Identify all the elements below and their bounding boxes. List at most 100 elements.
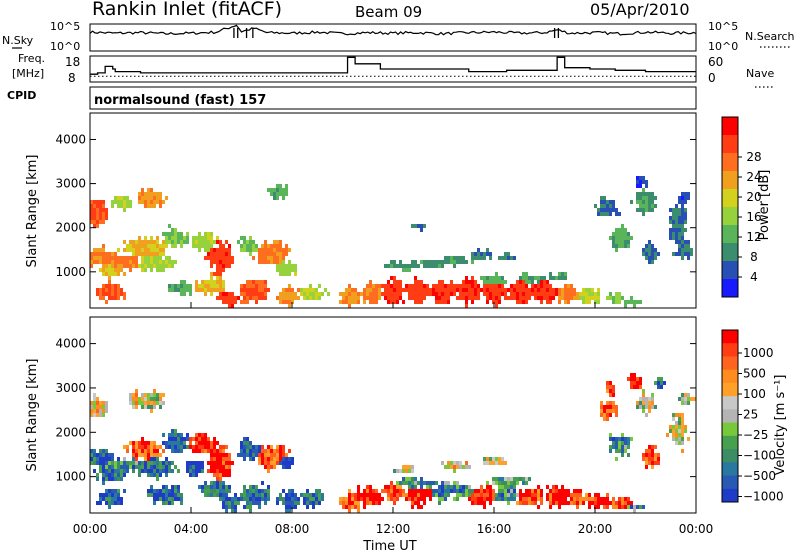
range-cell (534, 276, 537, 280)
range-cell (450, 288, 453, 292)
range-cell (120, 264, 123, 268)
colorbar-swatch (722, 382, 738, 397)
range-cell (432, 288, 435, 292)
range-cell (108, 497, 111, 501)
range-cell (615, 232, 618, 236)
range-cell (624, 304, 627, 308)
range-cell (405, 264, 408, 268)
range-cell (561, 501, 564, 505)
range-cell (636, 184, 639, 188)
range-cell (282, 264, 285, 268)
range-cell (387, 288, 390, 292)
range-cell (612, 401, 615, 405)
range-cell (624, 505, 627, 509)
range-cell (102, 288, 105, 292)
range-cell (282, 188, 285, 192)
range-cell (603, 212, 606, 216)
range-cell (432, 292, 435, 296)
range-cell (498, 477, 501, 481)
range-cell (393, 497, 396, 501)
range-cell (213, 284, 216, 288)
range-cell (366, 485, 369, 489)
range-cell (243, 284, 246, 288)
range-cell (255, 493, 258, 497)
range-cell (90, 212, 93, 216)
range-cell (132, 260, 135, 264)
range-cell (153, 389, 156, 393)
range-cell (570, 284, 573, 288)
range-cell (651, 204, 654, 208)
range-cell (129, 260, 132, 264)
range-cell (357, 296, 360, 300)
range-cell (207, 445, 210, 449)
range-cell (621, 224, 624, 228)
range-cell (306, 292, 309, 296)
range-cell (108, 264, 111, 268)
range-cell (204, 236, 207, 240)
range-cell (156, 264, 159, 268)
range-cell (618, 244, 621, 248)
range-cell (618, 292, 621, 296)
range-cell (441, 260, 444, 264)
range-cell (219, 256, 222, 260)
y-tick-label: 2000 (55, 425, 86, 439)
range-cell (411, 481, 414, 485)
range-cell (411, 260, 414, 264)
range-cell (228, 461, 231, 465)
range-cell (96, 397, 99, 401)
range-cell (270, 260, 273, 264)
range-cell (429, 497, 432, 501)
range-cell (393, 288, 396, 292)
range-cell (567, 288, 570, 292)
range-cell (486, 280, 489, 284)
range-cell (510, 485, 513, 489)
range-cell (99, 409, 102, 413)
range-cell (243, 236, 246, 240)
range-cell (471, 300, 474, 304)
range-cell (288, 264, 291, 268)
range-cell (171, 501, 174, 505)
range-cell (120, 469, 123, 473)
range-cell (267, 465, 270, 469)
range-cell (630, 505, 633, 509)
range-cell (270, 453, 273, 457)
range-cell (114, 268, 117, 272)
range-cell (111, 292, 114, 296)
range-cell (627, 377, 630, 381)
range-cell (297, 296, 300, 300)
range-cell (630, 300, 633, 304)
power-data-cells (90, 176, 693, 308)
range-cell (426, 292, 429, 296)
range-cell (288, 465, 291, 469)
range-cell (294, 501, 297, 505)
range-cell (288, 501, 291, 505)
range-cell (204, 441, 207, 445)
range-cell (678, 421, 681, 425)
range-cell (390, 485, 393, 489)
range-cell (255, 445, 258, 449)
range-cell (648, 204, 651, 208)
range-cell (360, 493, 363, 497)
range-cell (678, 232, 681, 236)
range-cell (150, 493, 153, 497)
range-cell (195, 236, 198, 240)
range-cell (222, 284, 225, 288)
range-cell (681, 401, 684, 405)
range-cell (672, 212, 675, 216)
range-cell (621, 240, 624, 244)
range-cell (240, 453, 243, 457)
range-cell (318, 296, 321, 300)
range-cell (681, 397, 684, 401)
range-cell (684, 192, 687, 196)
range-cell (492, 489, 495, 493)
y-tick-label: 1000 (55, 265, 86, 279)
range-cell (462, 288, 465, 292)
range-cell (279, 248, 282, 252)
range-cell (213, 457, 216, 461)
range-cell (456, 481, 459, 485)
range-cell (246, 437, 249, 441)
range-cell (108, 501, 111, 505)
range-cell (345, 288, 348, 292)
range-cell (582, 300, 585, 304)
range-cell (210, 292, 213, 296)
